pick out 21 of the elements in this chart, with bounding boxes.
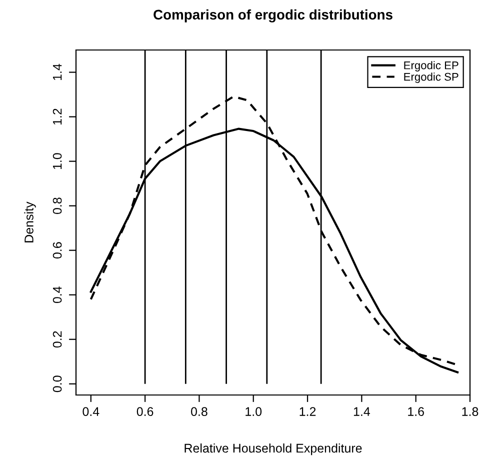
y-tick-label: 1.0 xyxy=(52,153,62,170)
y-tick-label: 0.6 xyxy=(52,242,62,259)
legend-label: Ergodic SP xyxy=(404,72,458,83)
x-tick-label: 1.8 xyxy=(462,407,478,416)
x-tick-label: 0.6 xyxy=(136,407,154,416)
x-tick-label: 0.4 xyxy=(82,407,100,416)
y-tick-label: 0.2 xyxy=(52,331,62,348)
x-tick-label: 0.8 xyxy=(191,407,208,416)
y-tick-label: 1.2 xyxy=(52,108,62,125)
y-tick-label: 0.8 xyxy=(52,198,62,214)
x-tick-label: 1.2 xyxy=(300,407,316,416)
x-tick-label: 1.4 xyxy=(354,407,370,416)
x-tick-label: 1.6 xyxy=(408,407,424,416)
y-tick-label: 1.4 xyxy=(53,64,62,80)
chart-title: Comparison of ergodic distributions xyxy=(154,9,392,22)
y-tick-label: 0.4 xyxy=(52,286,62,304)
legend-label: Ergodic EP xyxy=(404,61,458,72)
x-tick-label: 1.0 xyxy=(246,407,262,416)
x-axis-title: Relative Household Expenditure xyxy=(184,443,362,456)
y-tick-label: 0.0 xyxy=(52,376,62,392)
y-axis-title: Density xyxy=(24,202,36,242)
